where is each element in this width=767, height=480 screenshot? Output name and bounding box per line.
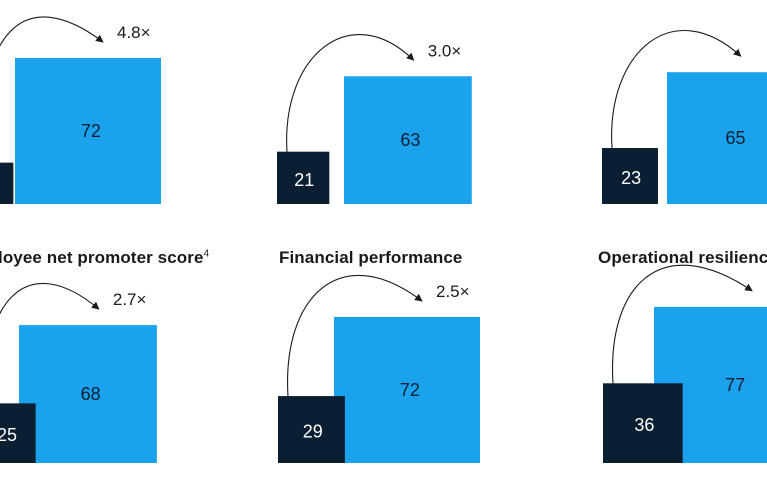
growth-arrow-2 — [611, 29, 742, 149]
footnote-marker: 4 — [203, 248, 210, 260]
multiplier-label-1: 3.0× — [428, 41, 462, 60]
data-label-dark-1: 21 — [294, 170, 314, 190]
multiplier-label-0: 4.8× — [117, 23, 151, 42]
data-label-dark-5: 36 — [634, 415, 654, 435]
data-label-dark-3: 25 — [0, 425, 17, 445]
panel-title-financial-performance: Financial performance — [279, 248, 463, 267]
data-label-dark-4: 29 — [303, 422, 323, 442]
multiplier-label-3: 2.7× — [113, 290, 147, 309]
bar-light-1 — [344, 76, 472, 204]
bar-dark-4 — [278, 396, 345, 463]
growth-arrow-1 — [286, 34, 415, 152]
bar-light-2 — [667, 72, 767, 204]
data-label-light-1: 63 — [400, 130, 420, 150]
bar-dark-2 — [602, 148, 658, 204]
growth-arrow-5 — [611, 264, 753, 384]
bar-light-4 — [334, 317, 480, 463]
bar-dark-0 — [0, 162, 14, 204]
data-label-dark-2: 23 — [621, 168, 641, 188]
growth-arrow-4 — [287, 274, 423, 397]
bar-dark-1 — [277, 151, 330, 204]
data-label-light-0: 72 — [81, 121, 101, 141]
growth-arrow-0 — [0, 16, 104, 47]
panel-title-employee-nps: loyee net promoter score4 — [0, 248, 210, 267]
bar-light-3 — [19, 325, 157, 463]
data-label-light-2: 65 — [726, 128, 746, 148]
bar-dark-5 — [603, 383, 683, 463]
multiplier-label-4: 2.5× — [436, 282, 470, 301]
panel-title-operational-resilience: Operational resilienc — [598, 248, 767, 267]
data-label-light-3: 68 — [81, 384, 101, 404]
bar-dark-3 — [0, 403, 36, 463]
data-label-light-5: 77 — [725, 375, 745, 395]
growth-arrow-3 — [0, 282, 100, 315]
bar-light-0 — [15, 58, 161, 204]
data-label-light-4: 72 — [400, 380, 420, 400]
